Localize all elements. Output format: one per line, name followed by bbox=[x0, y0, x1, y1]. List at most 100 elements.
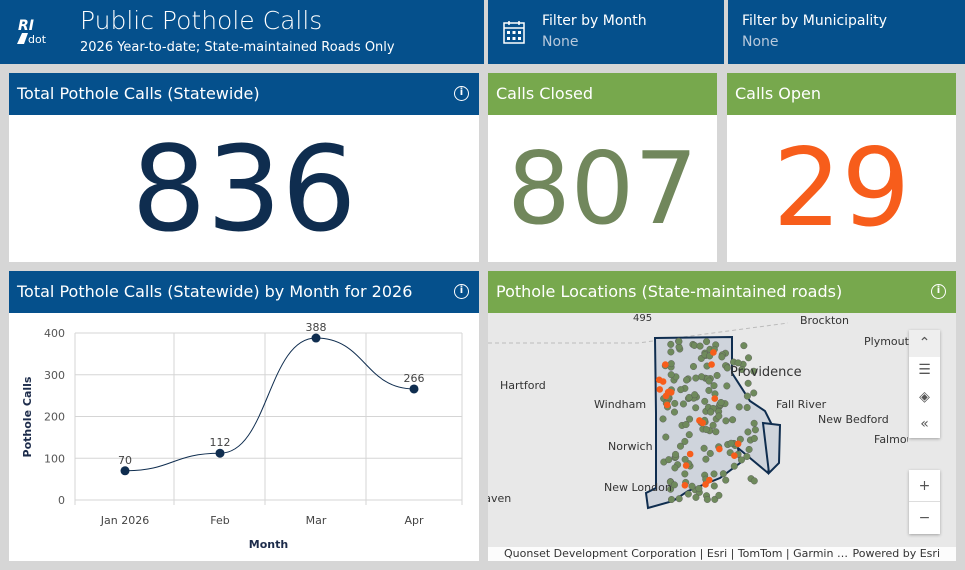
closed-call-marker bbox=[710, 470, 718, 478]
place-label: New London bbox=[604, 481, 672, 494]
closed-call-marker bbox=[706, 449, 714, 457]
layers-icon[interactable]: ◈ bbox=[919, 389, 930, 405]
calls-closed-card: Calls Closed 807 bbox=[488, 73, 717, 262]
closed-call-marker bbox=[744, 428, 752, 436]
closed-call-marker bbox=[695, 485, 703, 493]
place-label: New Bedford bbox=[818, 413, 889, 426]
closed-call-marker bbox=[692, 374, 700, 382]
closed-call-marker bbox=[701, 397, 709, 405]
closed-call-marker bbox=[712, 428, 720, 436]
closed-call-marker bbox=[718, 353, 726, 361]
series-line bbox=[124, 337, 415, 472]
open-call-marker bbox=[686, 450, 694, 458]
closed-call-marker bbox=[751, 426, 759, 434]
expand-panel-icon[interactable]: « bbox=[920, 416, 929, 432]
total-calls-header: Total Pothole Calls (Statewide) i bbox=[9, 73, 479, 115]
closed-call-marker bbox=[705, 377, 713, 385]
monthly-chart-title: Total Pothole Calls (Statewide) by Month… bbox=[17, 282, 413, 301]
attribution-text[interactable]: Quonset Development Corporation | Esri |… bbox=[504, 547, 848, 560]
closed-call-marker bbox=[685, 431, 693, 439]
map-view[interactable]: 495 Brockton Plymouth Providence Hartfor… bbox=[488, 313, 956, 561]
closed-call-marker bbox=[743, 404, 751, 412]
y-tick-label: 300 bbox=[44, 369, 65, 382]
open-call-marker bbox=[706, 476, 713, 484]
info-icon[interactable]: i bbox=[931, 284, 946, 299]
x-tick-label: Mar bbox=[306, 514, 327, 527]
closed-call-marker bbox=[665, 456, 673, 464]
powered-by-esri[interactable]: Powered by Esri bbox=[852, 547, 940, 560]
closed-call-marker bbox=[734, 359, 742, 367]
open-call-marker bbox=[734, 440, 742, 448]
zoom-in-button[interactable]: + bbox=[909, 470, 940, 502]
closed-call-marker bbox=[662, 433, 670, 441]
closed-call-marker bbox=[659, 415, 667, 423]
closed-call-marker bbox=[750, 477, 758, 485]
open-call-marker bbox=[663, 401, 671, 409]
map-canvas[interactable] bbox=[488, 313, 956, 561]
closed-call-marker bbox=[735, 403, 743, 411]
data-point bbox=[215, 448, 225, 458]
collapse-icon[interactable]: ⌃ bbox=[909, 330, 940, 357]
closed-call-marker bbox=[730, 462, 738, 470]
x-axis-title: Month bbox=[249, 538, 288, 551]
zoom-out-button[interactable]: − bbox=[918, 510, 931, 526]
closed-call-marker bbox=[703, 495, 711, 503]
open-call-marker bbox=[681, 482, 689, 489]
closed-call-marker bbox=[670, 481, 678, 489]
y-tick-label: 100 bbox=[44, 452, 65, 465]
open-call-marker bbox=[662, 361, 669, 368]
closed-call-marker bbox=[692, 493, 700, 501]
closed-call-marker bbox=[727, 439, 735, 447]
closed-call-marker bbox=[707, 408, 715, 416]
x-tick-label: Apr bbox=[404, 514, 424, 527]
closed-call-marker bbox=[719, 470, 727, 478]
closed-call-marker bbox=[691, 391, 699, 399]
info-icon[interactable]: i bbox=[454, 86, 469, 101]
map-header: Pothole Locations (State-maintained road… bbox=[488, 271, 956, 313]
closed-call-marker bbox=[715, 412, 723, 420]
open-call-marker bbox=[656, 386, 664, 393]
calls-open-header: Calls Open bbox=[727, 73, 956, 115]
closed-call-marker bbox=[697, 373, 705, 381]
closed-call-marker bbox=[743, 452, 751, 460]
legend-icon[interactable]: ☰ bbox=[918, 362, 931, 378]
line-chart: 0 100 200 300 400 70 112 388 266 Jan 2026 Feb Mar Ap… bbox=[21, 321, 463, 551]
info-icon[interactable]: i bbox=[454, 284, 469, 299]
open-call-marker bbox=[708, 361, 715, 368]
closed-call-marker bbox=[729, 416, 737, 424]
closed-call-marker bbox=[686, 415, 694, 423]
state-border bbox=[488, 322, 789, 344]
shield-495: 495 bbox=[633, 313, 653, 324]
closed-call-marker bbox=[670, 408, 678, 416]
data-label: 388 bbox=[306, 321, 327, 334]
filter-month[interactable]: Filter by Month None bbox=[488, 0, 724, 64]
closed-call-marker bbox=[667, 340, 675, 348]
closed-call-marker bbox=[717, 398, 725, 406]
place-label: Fall River bbox=[776, 398, 827, 411]
closed-call-marker bbox=[722, 417, 730, 425]
total-calls-card: Total Pothole Calls (Statewide) i 836 bbox=[9, 73, 479, 262]
closed-call-marker bbox=[703, 338, 711, 346]
closed-call-marker bbox=[723, 364, 731, 372]
place-label: Hartford bbox=[500, 379, 546, 392]
closed-call-marker bbox=[689, 362, 697, 370]
y-axis-title: Pothole Calls bbox=[21, 376, 34, 457]
filter-municipality[interactable]: Filter by Municipality None bbox=[728, 0, 965, 64]
closed-call-marker bbox=[750, 419, 758, 427]
closed-call-marker bbox=[688, 482, 696, 490]
closed-call-marker bbox=[700, 444, 708, 452]
open-call-marker bbox=[682, 462, 690, 469]
open-call-marker bbox=[711, 395, 719, 402]
closed-call-marker bbox=[715, 491, 723, 499]
closed-call-marker bbox=[667, 348, 675, 356]
open-call-marker bbox=[710, 349, 717, 356]
open-call-marker bbox=[716, 445, 723, 453]
y-tick-label: 200 bbox=[44, 411, 65, 424]
closed-call-marker bbox=[681, 470, 689, 478]
closed-call-marker bbox=[675, 337, 683, 345]
calls-closed-header: Calls Closed bbox=[488, 73, 717, 115]
filter-month-label: Filter by Month bbox=[542, 13, 647, 29]
closed-call-marker bbox=[702, 426, 710, 434]
closed-call-marker bbox=[744, 379, 752, 387]
open-call-marker bbox=[696, 417, 703, 424]
